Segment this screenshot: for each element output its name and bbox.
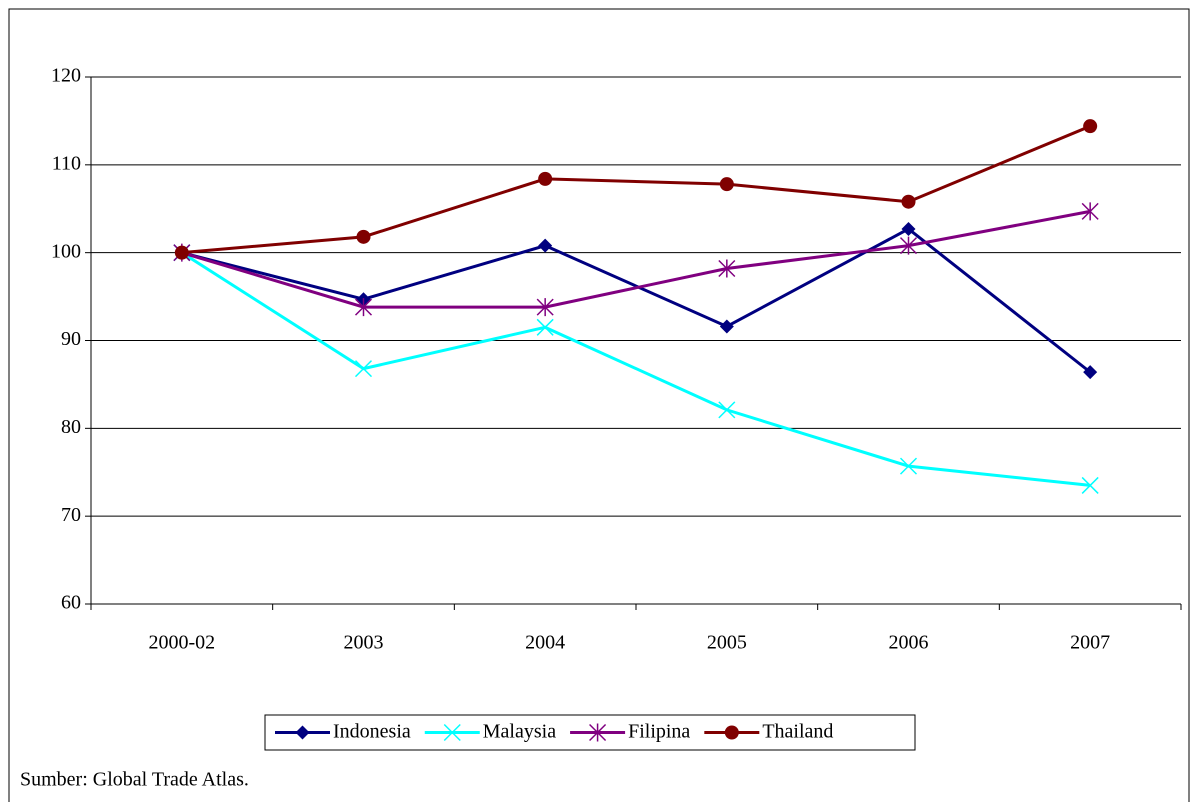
marker xyxy=(899,236,918,255)
series-line xyxy=(181,124,1091,255)
marker xyxy=(718,401,736,419)
marker xyxy=(536,318,554,336)
chart-frame xyxy=(8,8,1190,807)
series-line xyxy=(181,251,1091,487)
y-tick-label: 110 xyxy=(52,152,81,174)
marker xyxy=(354,298,373,317)
marker xyxy=(718,259,736,278)
x-tick-label: 2006 xyxy=(889,632,929,654)
series-line xyxy=(181,209,1091,309)
marker xyxy=(1081,476,1099,494)
x-tick-label: 2003 xyxy=(344,632,384,654)
x-tick-label: 2004 xyxy=(525,632,565,654)
marker xyxy=(899,457,918,475)
y-tick-label: 80 xyxy=(61,416,81,438)
legend: Indonesia Malaysia Filipina Thailand xyxy=(264,714,916,751)
series-line xyxy=(181,227,1092,374)
y-tick-label: 70 xyxy=(61,504,81,526)
marker xyxy=(538,171,553,186)
marker xyxy=(1083,119,1098,134)
marker xyxy=(589,723,607,742)
source-note: Sumber: Global Trade Atlas. xyxy=(20,769,249,791)
marker xyxy=(1083,365,1098,380)
marker xyxy=(724,725,739,740)
legend-label: Malaysia xyxy=(483,721,556,743)
y-tick-label: 90 xyxy=(61,328,81,350)
x-tick-label: 2007 xyxy=(1070,632,1110,654)
marker xyxy=(295,725,310,740)
marker xyxy=(901,194,916,209)
y-tick-label: 120 xyxy=(51,65,81,87)
marker xyxy=(443,723,461,742)
marker xyxy=(1081,202,1099,221)
marker xyxy=(356,229,371,244)
legend-label: Filipina xyxy=(628,721,690,743)
marker xyxy=(719,177,734,192)
marker xyxy=(354,360,373,378)
y-tick-label: 60 xyxy=(61,592,81,614)
marker xyxy=(536,298,554,317)
x-tick-label: 2000-02 xyxy=(148,632,215,654)
x-tick-label: 2005 xyxy=(707,632,747,654)
marker xyxy=(901,221,916,236)
marker xyxy=(538,238,553,253)
legend-label: Thailand xyxy=(762,721,833,743)
marker xyxy=(174,245,189,260)
marker xyxy=(719,319,734,334)
y-tick-label: 100 xyxy=(51,240,81,262)
legend-label: Indonesia xyxy=(333,721,411,743)
